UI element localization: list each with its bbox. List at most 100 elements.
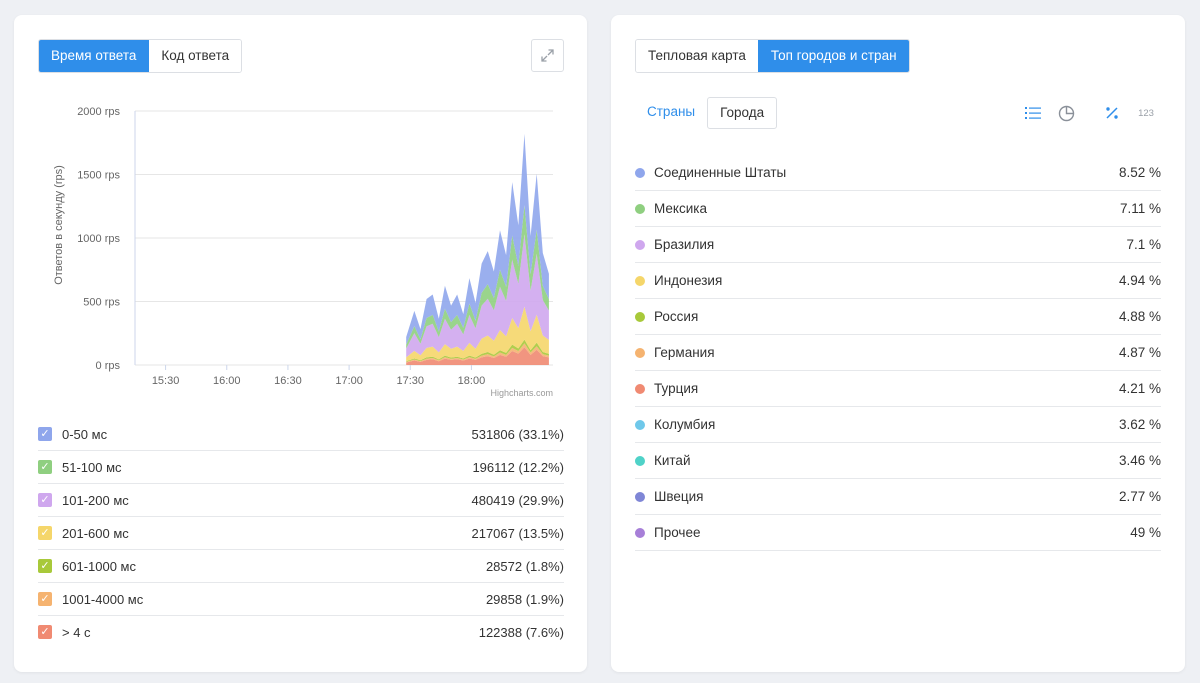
tab-response-code[interactable]: Код ответа [148, 40, 242, 72]
subtab-countries[interactable]: Страны [647, 104, 696, 119]
subtab-cities[interactable]: Города [707, 97, 778, 129]
response-time-panel: Время ответа Код ответа 0 rps 500 rps 1000… [14, 15, 587, 672]
x-tick-label: 17:00 [335, 375, 363, 387]
check-icon: ✓ [40, 527, 50, 539]
number-mode-button[interactable]: 123 [1138, 107, 1154, 119]
legend-label: 0-50 мс [62, 426, 108, 442]
country-name: Соединенные Штаты [654, 165, 787, 180]
legend-value: 122388 (7.6%) [478, 624, 564, 640]
country-row: Мексика 7.11 % [635, 191, 1161, 227]
legend-checkbox[interactable]: ✓ [38, 427, 52, 441]
country-value: 4.88 % [1118, 309, 1161, 324]
x-tick-label: 18:00 [458, 375, 486, 387]
legend-row[interactable]: ✓ 51-100 мс 196112 (12.2%) [38, 451, 564, 484]
left-tab-group: Время ответа Код ответа [38, 39, 243, 73]
country-color-dot [635, 239, 645, 250]
check-icon: ✓ [40, 461, 50, 473]
country-value: 2.77 % [1118, 489, 1161, 504]
country-name: Россия [654, 309, 699, 324]
legend-row[interactable]: ✓ 0-50 мс 531806 (33.1%) [38, 418, 564, 451]
chart-credit: Highcharts.com [490, 388, 553, 398]
right-tab-group: Тепловая карта Топ городов и стран [635, 39, 910, 73]
country-value: 8.52 % [1118, 165, 1161, 180]
expand-button[interactable] [531, 39, 564, 72]
country-value: 3.46 % [1118, 453, 1161, 468]
country-row: Россия 4.88 % [635, 299, 1161, 335]
legend-label: 201-600 мс [62, 525, 129, 541]
x-tick-label: 17:30 [397, 375, 425, 387]
legend-row[interactable]: ✓ 1001-4000 мс 29858 (1.9%) [38, 583, 564, 616]
legend-value: 480419 (29.9%) [471, 492, 564, 508]
country-color-dot [635, 167, 645, 178]
country-value: 49 % [1130, 525, 1161, 540]
legend-row[interactable]: ✓ > 4 с 122388 (7.6%) [38, 616, 564, 648]
country-value: 7.1 % [1126, 237, 1161, 252]
country-color-dot [635, 455, 645, 466]
response-time-legend: ✓ 0-50 мс 531806 (33.1%) ✓ 51-100 мс 196112 (… [38, 418, 564, 648]
legend-value: 29858 (1.9%) [485, 591, 564, 607]
check-icon: ✓ [40, 560, 50, 572]
check-icon: ✓ [40, 494, 50, 506]
tab-top-cities-countries[interactable]: Топ городов и стран [757, 40, 909, 72]
country-color-dot [635, 419, 645, 430]
country-row: Прочее 49 % [635, 515, 1161, 551]
area-series [406, 343, 549, 363]
country-name: Бразилия [654, 237, 715, 252]
legend-label: 601-1000 мс [62, 558, 136, 574]
response-time-chart: 0 rps 500 rps 1000 rps 1500 rps 2000 rps 15:3… [53, 106, 553, 398]
country-name: Мексика [654, 201, 707, 216]
check-icon: ✓ [40, 428, 50, 440]
country-color-dot [635, 203, 645, 214]
area-series [406, 339, 549, 362]
country-color-dot [635, 311, 645, 322]
country-row: Турция 4.21 % [635, 371, 1161, 407]
country-name: Прочее [654, 525, 701, 540]
legend-checkbox[interactable]: ✓ [38, 526, 52, 540]
country-row: Колумбия 3.62 % [635, 407, 1161, 443]
legend-checkbox[interactable]: ✓ [38, 559, 52, 573]
tab-response-time[interactable]: Время ответа [39, 40, 149, 72]
check-icon: ✓ [40, 626, 50, 638]
country-row: Бразилия 7.1 % [635, 227, 1161, 263]
country-name: Швеция [654, 489, 704, 504]
country-name: Индонезия [654, 273, 723, 288]
x-tick-label: 16:30 [274, 375, 302, 387]
country-value: 3.62 % [1118, 417, 1161, 432]
country-name: Турция [654, 381, 699, 396]
legend-value: 196112 (12.2%) [472, 459, 564, 475]
country-row: Соединенные Штаты 8.52 % [635, 155, 1161, 191]
legend-checkbox[interactable]: ✓ [38, 592, 52, 606]
list-view-button[interactable] [1024, 104, 1042, 122]
country-name: Китай [654, 453, 691, 468]
percent-mode-button[interactable] [1103, 104, 1121, 122]
country-row: Индонезия 4.94 % [635, 263, 1161, 299]
expand-icon [541, 49, 554, 62]
legend-label: > 4 с [62, 624, 91, 640]
legend-row[interactable]: ✓ 201-600 мс 217067 (13.5%) [38, 517, 564, 550]
area-series [406, 347, 549, 365]
legend-label: 51-100 мс [62, 459, 122, 475]
tab-heatmap[interactable]: Тепловая карта [636, 40, 758, 72]
legend-value: 217067 (13.5%) [471, 525, 564, 541]
country-row: Германия 4.87 % [635, 335, 1161, 371]
country-value: 4.87 % [1118, 345, 1161, 360]
country-color-dot [635, 527, 645, 538]
legend-checkbox[interactable]: ✓ [38, 493, 52, 507]
legend-row[interactable]: ✓ 101-200 мс 480419 (29.9%) [38, 484, 564, 517]
country-name: Германия [654, 345, 715, 360]
legend-checkbox[interactable]: ✓ [38, 460, 52, 474]
pie-view-button[interactable] [1057, 104, 1075, 122]
country-color-dot [635, 383, 645, 394]
y-tick-label: 0 rps [96, 360, 121, 372]
legend-checkbox[interactable]: ✓ [38, 625, 52, 639]
country-color-dot [635, 491, 645, 502]
country-value: 7.11 % [1119, 201, 1161, 216]
y-tick-label: 1000 rps [77, 233, 120, 245]
area-series [406, 306, 549, 362]
check-icon: ✓ [40, 593, 50, 605]
country-color-dot [635, 275, 645, 286]
country-list: Соединенные Штаты 8.52 % Мексика 7.11 % Браз… [635, 155, 1161, 551]
country-row: Швеция 2.77 % [635, 479, 1161, 515]
y-axis-label: Ответов в секунду (rps) [53, 165, 65, 285]
legend-row[interactable]: ✓ 601-1000 мс 28572 (1.8%) [38, 550, 564, 583]
